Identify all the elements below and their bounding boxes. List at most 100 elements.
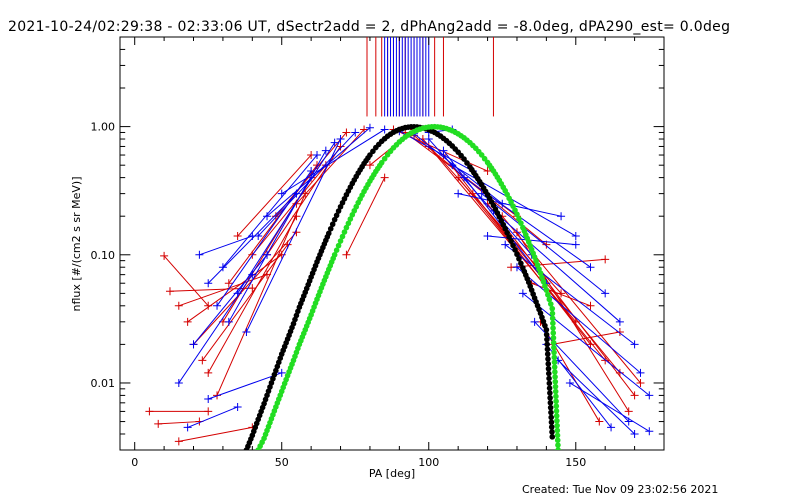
series-segment-blue	[557, 360, 635, 435]
plot-frame	[119, 36, 665, 451]
data-point-cross	[586, 301, 595, 310]
model-dot-green	[514, 211, 520, 218]
data-point-cross	[224, 279, 233, 288]
series-segment-blue	[216, 170, 312, 307]
model-dot-green	[554, 422, 560, 429]
series-segment-blue	[481, 193, 606, 294]
data-point-cross	[571, 240, 580, 249]
data-point-cross	[213, 301, 222, 310]
data-point-cross	[189, 340, 198, 349]
data-point-cross	[174, 301, 183, 310]
data-point-cross	[183, 317, 192, 326]
data-point-cross	[518, 289, 527, 298]
series-segment-red	[428, 146, 577, 323]
model-dot-green	[516, 215, 522, 222]
series-segment-blue	[534, 321, 630, 422]
plot-clip-group	[145, 37, 654, 450]
series-segment-red	[207, 215, 297, 374]
model-dot-green	[547, 301, 554, 307]
model-dot-black	[518, 260, 524, 267]
data-point-cross	[483, 167, 492, 176]
model-dot-green	[339, 233, 346, 240]
data-point-cross	[321, 146, 330, 155]
model-dot-green	[551, 364, 558, 370]
model-dot-black	[547, 395, 553, 401]
x-tick-label: 100	[418, 456, 439, 469]
data-point-cross	[160, 251, 169, 260]
series-segment-blue	[245, 138, 341, 333]
data-point-cross	[195, 250, 204, 259]
model-dot-green	[549, 310, 556, 317]
series-segment-blue	[228, 150, 327, 323]
data-point-cross	[351, 128, 360, 137]
model-dot-green	[549, 315, 556, 322]
model-dot-green	[550, 330, 557, 336]
series-segment-blue	[193, 254, 268, 345]
model-dot-black	[512, 247, 518, 253]
data-point-cross	[380, 173, 389, 182]
x-tick-label: 0	[131, 456, 138, 469]
model-dot-green	[481, 155, 488, 162]
data-point-cross	[313, 151, 322, 160]
model-dot-black	[548, 409, 554, 416]
model-dot-black	[545, 356, 551, 362]
model-dot-black	[543, 326, 550, 333]
model-dot-black	[333, 212, 340, 219]
data-point-cross	[645, 427, 654, 436]
data-point-cross	[365, 161, 374, 170]
model-dot-black	[546, 385, 553, 391]
model-dot-green	[378, 159, 385, 166]
series-segment-red	[178, 426, 253, 442]
model-dot-black	[547, 390, 553, 396]
series-segment-red	[345, 177, 386, 256]
data-point-cross	[601, 255, 610, 264]
model-dot-green	[550, 320, 556, 327]
model-dot-green	[341, 229, 348, 235]
data-point-cross	[204, 279, 213, 288]
model-dot-green	[551, 344, 557, 351]
model-dot-black	[548, 419, 555, 426]
model-dot-black	[545, 370, 552, 377]
data-point-cross	[330, 138, 339, 147]
model-dot-green	[552, 374, 558, 380]
series-segment-red	[511, 258, 606, 268]
model-dot-green	[537, 270, 544, 276]
series-segment-blue	[187, 406, 238, 428]
axes: 0 50 100 150 0.01 0.10 1.00	[91, 36, 665, 469]
data-point-cross	[557, 212, 566, 221]
series-segment-blue	[281, 129, 385, 195]
model-dot-green	[554, 427, 561, 434]
series-segment-blue	[257, 132, 356, 237]
data-point-cross	[254, 232, 263, 241]
data-point-cross	[233, 402, 242, 411]
data-point-cross	[154, 419, 163, 428]
series-segment-blue	[504, 244, 635, 345]
model-dot-green	[550, 339, 557, 346]
model-dot-black	[516, 255, 522, 262]
model-dot-black	[545, 361, 552, 367]
data-point-cross	[615, 327, 624, 336]
series-segment-blue	[458, 193, 562, 217]
model-dot-green	[555, 442, 561, 448]
model-dot-black	[544, 341, 550, 348]
data-point-cross	[242, 327, 251, 336]
series-segment-red	[552, 331, 620, 345]
model-dot-green	[543, 287, 550, 293]
model-dot-green	[549, 305, 556, 312]
created-timestamp: Created: Tue Nov 09 23:02:56 2021	[522, 483, 718, 496]
model-dot-green	[539, 274, 545, 281]
series-segment-blue	[522, 292, 650, 396]
data-point-cross	[565, 378, 574, 387]
data-point-cross	[145, 407, 154, 416]
model-dot-green	[546, 296, 553, 303]
series-segment-red	[201, 244, 289, 361]
model-dot-green	[335, 242, 342, 249]
data-point-cross	[601, 289, 610, 298]
data-point-cross	[263, 212, 272, 221]
data-point-cross	[586, 263, 595, 272]
series-segment-red	[296, 129, 365, 205]
model-dot-green	[545, 291, 551, 298]
data-point-cross	[530, 317, 539, 326]
model-dot-green	[552, 369, 558, 375]
